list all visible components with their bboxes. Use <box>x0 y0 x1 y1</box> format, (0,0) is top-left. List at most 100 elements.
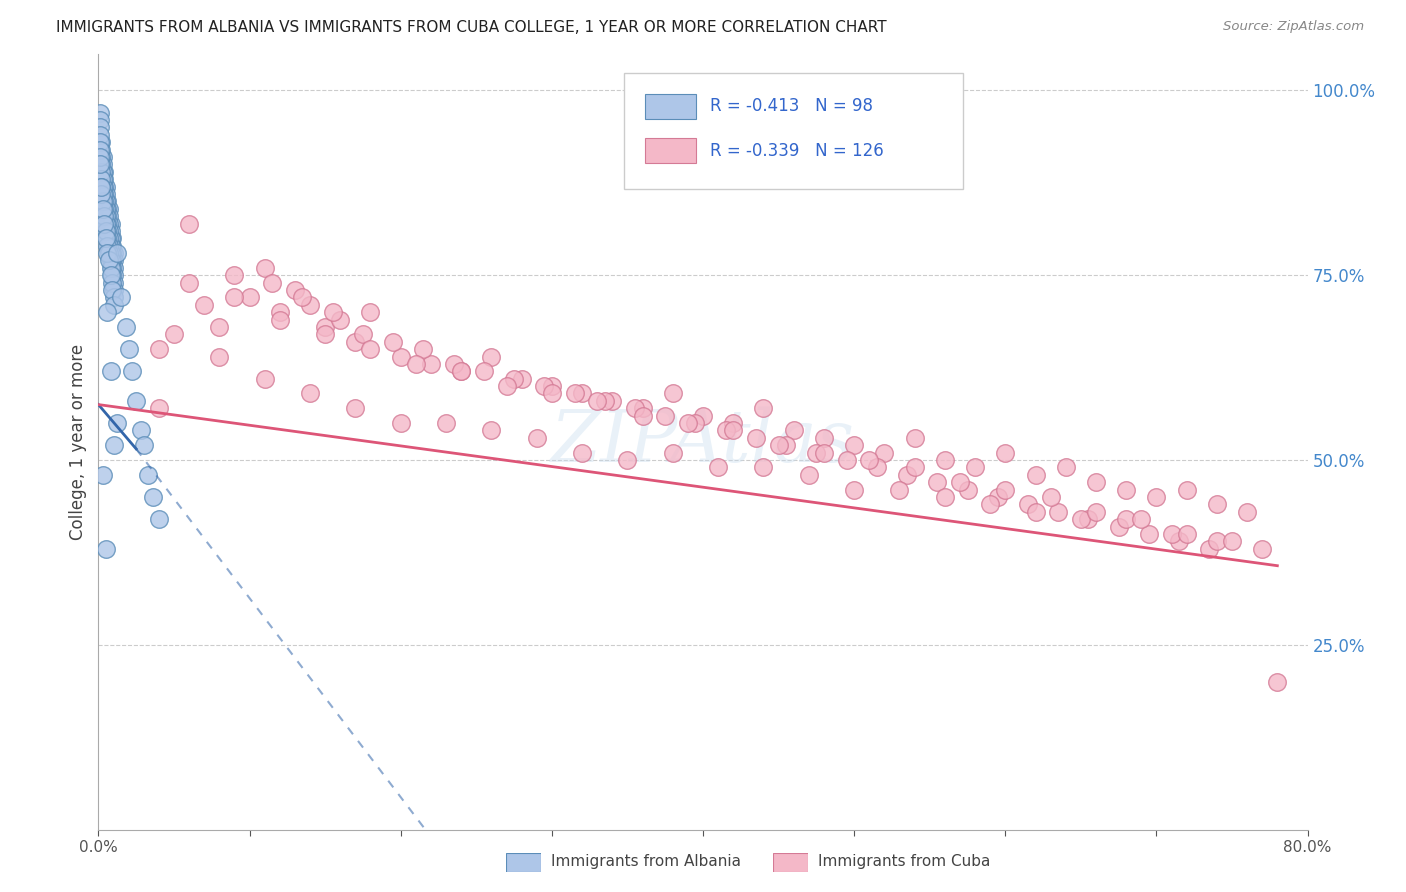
Point <box>91 194 114 209</box>
Point <box>540 386 562 401</box>
Point <box>389 416 412 430</box>
Point <box>98 231 121 245</box>
Point <box>987 490 1010 504</box>
Point <box>873 445 896 459</box>
FancyBboxPatch shape <box>624 73 963 189</box>
Point <box>100 217 122 231</box>
Point <box>291 290 314 304</box>
Point <box>564 386 586 401</box>
Point <box>125 393 148 408</box>
Point <box>389 350 412 364</box>
Point <box>101 260 124 275</box>
Point <box>94 541 117 556</box>
Point <box>994 445 1017 459</box>
Point <box>661 386 683 401</box>
Point <box>90 165 112 179</box>
Text: R = -0.413   N = 98: R = -0.413 N = 98 <box>710 97 873 115</box>
Point <box>89 128 111 142</box>
Point <box>1198 541 1220 556</box>
Point <box>105 416 128 430</box>
Point <box>434 416 457 430</box>
Point <box>723 416 745 430</box>
Point <box>101 276 124 290</box>
Point <box>965 460 987 475</box>
Point <box>752 460 775 475</box>
Point <box>179 276 201 290</box>
Point <box>100 364 122 378</box>
Point <box>443 357 465 371</box>
Point <box>1175 483 1198 497</box>
Point <box>94 217 117 231</box>
Point <box>96 217 118 231</box>
Point <box>707 460 730 475</box>
Point <box>314 327 336 342</box>
Point <box>89 113 111 128</box>
Point <box>96 224 118 238</box>
Point <box>239 290 262 304</box>
Point <box>91 202 114 216</box>
Point <box>1024 467 1046 482</box>
Point <box>96 231 118 245</box>
Point <box>101 283 124 297</box>
Point <box>103 246 125 260</box>
Text: Immigrants from Albania: Immigrants from Albania <box>551 855 741 869</box>
Point <box>624 401 647 416</box>
Point <box>904 431 927 445</box>
Text: ZIPAtlas: ZIPAtlas <box>551 406 855 477</box>
Point <box>405 357 427 371</box>
Point <box>616 453 638 467</box>
Point <box>101 231 124 245</box>
Point <box>1108 519 1130 533</box>
Point <box>89 120 111 135</box>
Point <box>723 424 745 438</box>
Point <box>98 253 121 268</box>
Point <box>96 305 118 319</box>
Point <box>775 438 797 452</box>
Point <box>101 268 124 283</box>
Point <box>1220 534 1243 549</box>
Point <box>93 165 115 179</box>
Point <box>91 157 114 171</box>
Point <box>322 305 344 319</box>
Point <box>118 342 141 356</box>
Point <box>1206 534 1229 549</box>
Point <box>1160 527 1182 541</box>
Point <box>91 467 114 482</box>
Point <box>284 283 307 297</box>
Point <box>1137 527 1160 541</box>
Point <box>813 445 835 459</box>
Point <box>100 246 122 260</box>
Point <box>103 253 125 268</box>
Point <box>93 202 115 216</box>
Point <box>129 424 152 438</box>
Point <box>1070 512 1092 526</box>
Point <box>208 350 231 364</box>
Point <box>631 409 654 423</box>
Point <box>94 179 117 194</box>
Point <box>103 260 125 275</box>
Point <box>1085 505 1108 519</box>
Point <box>224 268 246 283</box>
Point <box>676 416 699 430</box>
Point <box>927 475 949 490</box>
Point <box>163 327 186 342</box>
Point <box>103 290 125 304</box>
Point <box>450 364 472 378</box>
Point <box>103 276 125 290</box>
Point <box>91 172 114 186</box>
Point <box>90 135 112 149</box>
Point <box>586 393 609 408</box>
Point <box>93 186 115 201</box>
Point <box>100 268 122 283</box>
Point <box>90 186 112 201</box>
Point <box>93 217 115 231</box>
Point <box>100 253 122 268</box>
Point <box>344 334 367 349</box>
Point <box>94 186 117 201</box>
Point <box>253 372 276 386</box>
Point <box>329 312 352 326</box>
Point <box>98 202 121 216</box>
Point <box>100 224 122 238</box>
Point <box>94 209 117 223</box>
Point <box>299 386 322 401</box>
